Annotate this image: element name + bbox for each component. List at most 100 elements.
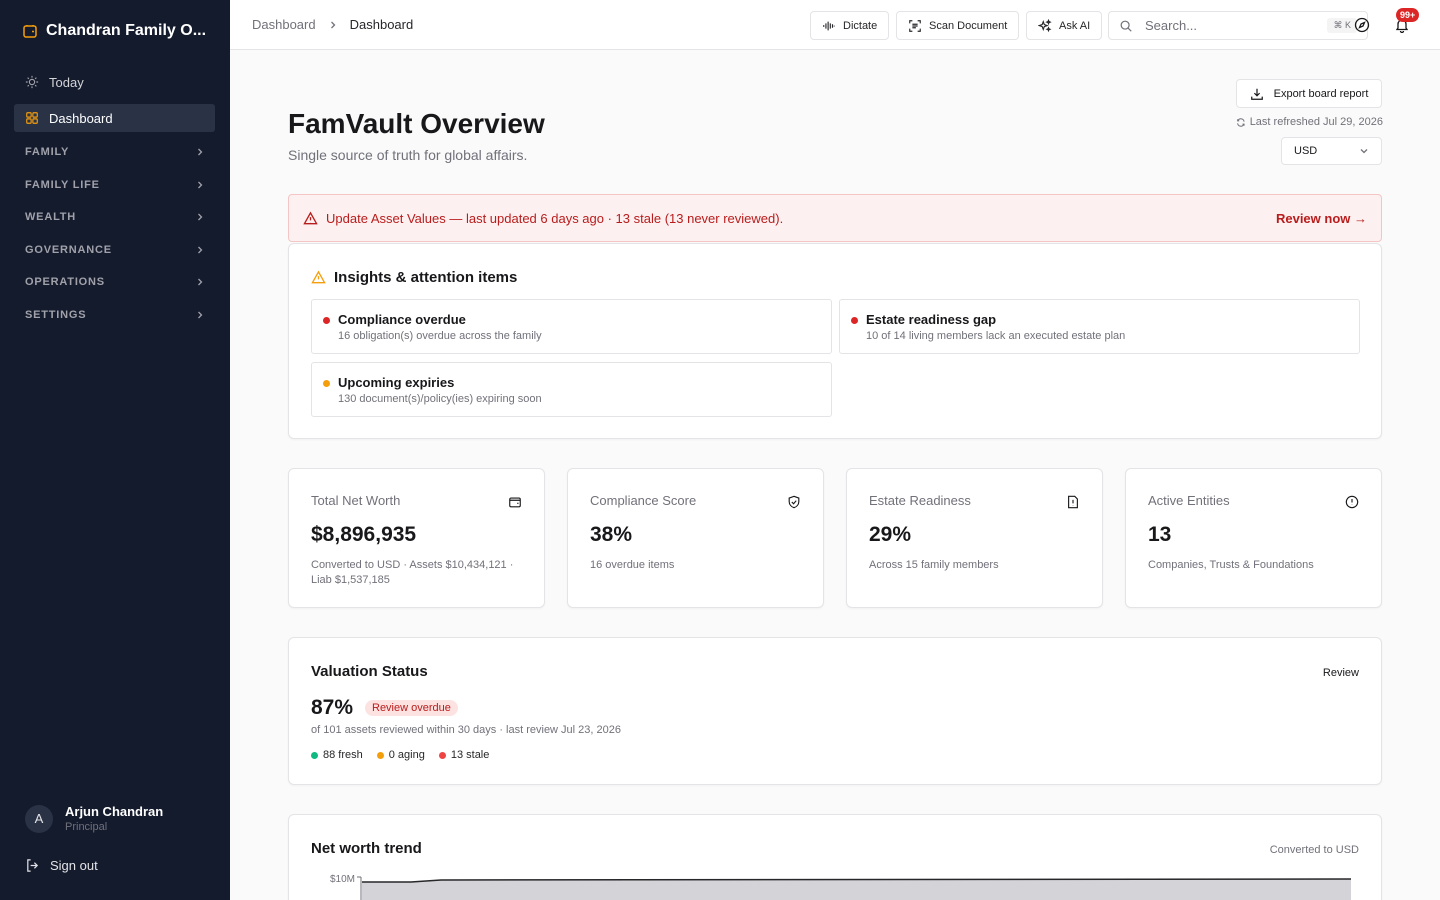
dictate-label: Dictate <box>843 19 878 32</box>
status-badge: Review overdue <box>365 700 458 716</box>
stat-sub: Companies, Trusts & Foundations <box>1148 559 1314 571</box>
brand[interactable]: Chandran Family O... <box>22 22 206 40</box>
insight-estate-readiness-gap[interactable]: Estate readiness gap 10 of 14 living mem… <box>839 299 1360 354</box>
trend-chart: $10M <box>330 874 1352 900</box>
insight-compliance-overdue[interactable]: Compliance overdue 16 obligation(s) over… <box>311 299 832 354</box>
trend-line <box>362 878 1352 883</box>
avatar: A <box>25 804 53 833</box>
export-label: Export board report <box>1273 87 1369 100</box>
insights-card: Insights & attention items Compliance ov… <box>288 243 1382 439</box>
status-dot <box>851 317 858 324</box>
section-label: WEALTH <box>25 211 77 223</box>
user-profile[interactable]: A Arjun Chandran Principal <box>25 804 163 833</box>
sign-out-label: Sign out <box>50 858 98 873</box>
sidebar-item-label: Dashboard <box>49 110 113 126</box>
vault-icon <box>23 25 37 38</box>
currency-select[interactable]: USD <box>1281 137 1382 165</box>
topbar: Dashboard Dashboard Dictate Scan Documen… <box>230 0 1440 50</box>
scan-icon <box>909 19 921 32</box>
stat-card-estate-readiness[interactable]: Estate Readiness 29% Across 15 family me… <box>846 468 1103 608</box>
scan-document-button[interactable]: Scan Document <box>896 11 1020 40</box>
sidebar-section-settings[interactable]: SETTINGS <box>25 305 205 325</box>
dictate-button[interactable]: Dictate <box>810 11 890 40</box>
grid-icon <box>26 112 38 124</box>
insight-desc: 10 of 14 living members lack an executed… <box>866 330 1126 342</box>
shield-check-icon <box>788 495 800 509</box>
compass-icon[interactable] <box>1354 17 1370 33</box>
warning-triangle-icon <box>303 211 318 224</box>
stat-value: $8,896,935 <box>311 523 417 546</box>
sidebar-section-family[interactable]: FAMILY <box>25 142 205 162</box>
stat-value: 29% <box>869 523 912 546</box>
download-icon <box>1250 88 1263 100</box>
insights-title: Insights & attention items <box>311 269 517 286</box>
sidebar-section-governance[interactable]: GOVERNANCE <box>25 240 205 260</box>
valuation-status-card: Valuation Status Review 87% Review overd… <box>288 637 1382 785</box>
valuation-title: Valuation Status <box>311 663 428 680</box>
logout-icon <box>27 859 39 872</box>
stat-sub: 16 overdue items <box>590 559 675 571</box>
stat-sub: Converted to USD · Assets $10,434,121 · … <box>311 559 514 586</box>
scan-label: Scan Document <box>929 19 1008 32</box>
sidebar-section-family-life[interactable]: FAMILY LIFE <box>25 175 205 195</box>
chevron-right-icon <box>198 278 203 286</box>
section-label: FAMILY LIFE <box>25 179 100 191</box>
notification-badge: 99+ <box>1396 8 1420 22</box>
brand-name: Chandran Family O... <box>46 22 207 39</box>
trend-area <box>362 879 1351 900</box>
chevron-right-icon <box>198 311 203 319</box>
insight-upcoming-expiries[interactable]: Upcoming expiries 130 document(s)/policy… <box>311 362 832 417</box>
search-placeholder: Search... <box>1145 18 1198 33</box>
section-label: SETTINGS <box>25 309 87 321</box>
sidebar-item-today[interactable]: Today <box>14 68 215 96</box>
stat-card-active-entities[interactable]: Active Entities 13 Companies, Trusts & F… <box>1125 468 1382 608</box>
stat-label: Total Net Worth <box>311 493 401 508</box>
page-title: FamVault Overview <box>288 108 545 139</box>
waveform-icon <box>823 21 835 30</box>
sidebar-section-wealth[interactable]: WEALTH <box>25 207 205 227</box>
alert-text: Update Asset Values — last updated 6 day… <box>326 210 784 226</box>
shortcut-hint: ⌘ K <box>1327 18 1357 33</box>
legend-stale: 13 stale <box>438 749 489 761</box>
legend-dot <box>376 751 384 759</box>
sidebar-section-operations[interactable]: OPERATIONS <box>25 272 205 292</box>
stat-card-net-worth[interactable]: Total Net Worth $8,896,935 Converted to … <box>288 468 545 608</box>
sign-out-button[interactable]: Sign out <box>25 858 98 873</box>
legend-label: 0 aging <box>388 749 425 761</box>
legend-aging: 0 aging <box>376 749 425 761</box>
stat-value: 38% <box>590 523 633 546</box>
export-board-report-button[interactable]: Export board report <box>1236 79 1382 108</box>
insight-title: Compliance overdue <box>338 312 466 327</box>
chevron-right-icon <box>330 21 336 28</box>
sun-icon <box>25 75 39 89</box>
search-input[interactable]: Search... ⌘ K <box>1108 11 1368 40</box>
insight-desc: 16 obligation(s) overdue across the fami… <box>338 330 542 342</box>
breadcrumb-current: Dashboard <box>349 17 414 32</box>
valuation-desc: of 101 assets reviewed within 30 days · … <box>311 724 621 736</box>
trend-title: Net worth trend <box>311 840 422 857</box>
breadcrumb-link[interactable]: Dashboard <box>252 17 316 32</box>
insights-title-text: Insights & attention items <box>334 269 518 286</box>
chevron-right-icon <box>198 246 203 254</box>
last-refreshed: Last refreshed Jul 29, 2026 <box>1236 116 1383 128</box>
net-worth-trend-card: Net worth trend Converted to USD $10M <box>288 814 1382 900</box>
review-now-link[interactable]: Review now → <box>1275 210 1367 226</box>
ask-ai-label: Ask AI <box>1059 19 1091 32</box>
trend-note: Converted to USD <box>1269 844 1359 856</box>
sparkles-icon <box>1038 18 1052 32</box>
valuation-review-link[interactable]: Review <box>1322 667 1359 679</box>
sidebar-item-label: Today <box>49 74 84 90</box>
y-tick-label: $10M <box>330 874 355 885</box>
stat-card-compliance-score[interactable]: Compliance Score 38% 16 overdue items <box>567 468 824 608</box>
sidebar: Chandran Family O... Today Dashboard FAM… <box>0 0 230 900</box>
warning-triangle-icon <box>311 270 326 284</box>
chevron-down-icon <box>1360 149 1368 154</box>
section-label: OPERATIONS <box>25 276 105 288</box>
sidebar-item-dashboard[interactable]: Dashboard <box>14 104 215 132</box>
insight-desc: 130 document(s)/policy(ies) expiring soo… <box>338 393 542 405</box>
refresh-icon[interactable] <box>1236 117 1246 128</box>
ask-ai-button[interactable]: Ask AI <box>1026 11 1103 40</box>
legend-dot <box>438 751 446 759</box>
chevron-right-icon <box>198 181 203 189</box>
legend-fresh: 88 fresh <box>311 749 363 761</box>
